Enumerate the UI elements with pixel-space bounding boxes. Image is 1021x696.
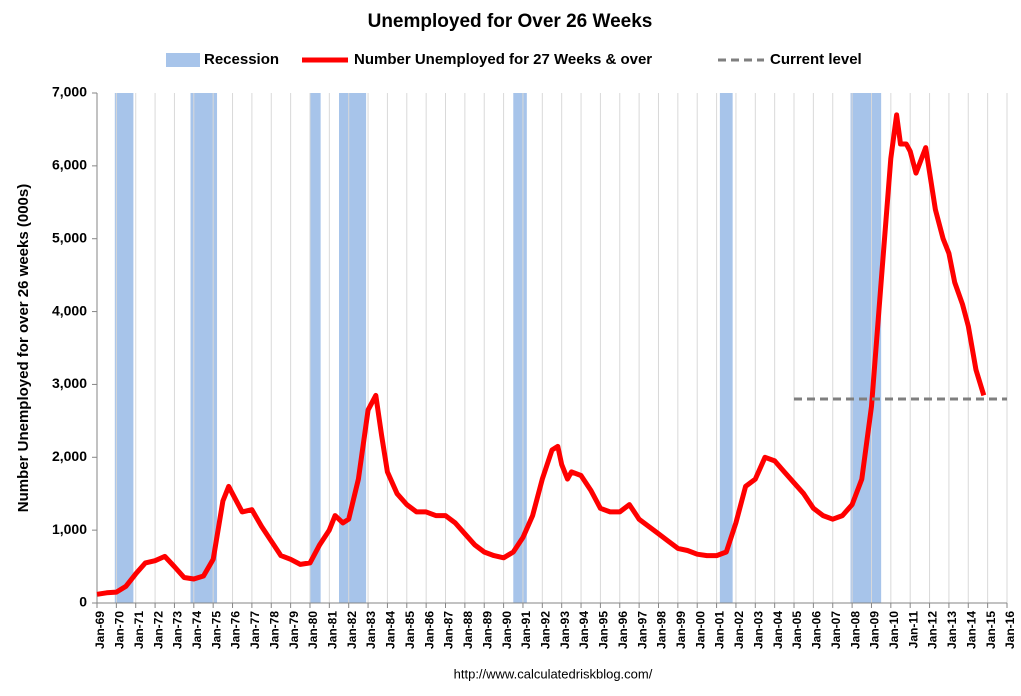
x-tick-label: Jan-99	[674, 611, 688, 649]
x-tick-label: Jan-72	[151, 611, 165, 649]
x-tick-label: Jan-73	[171, 611, 185, 649]
x-tick-label: Jan-01	[713, 611, 727, 649]
x-tick-label: Jan-85	[403, 611, 417, 649]
chart-title: Unemployed for Over 26 Weeks	[368, 11, 653, 32]
x-tick-label: Jan-81	[326, 611, 340, 649]
x-tick-label: Jan-14	[964, 611, 978, 649]
y-tick-label: 6,000	[52, 157, 87, 173]
x-tick-label: Jan-79	[287, 611, 301, 649]
recession-band	[339, 93, 367, 603]
source: http://www.calculatedriskblog.com/	[454, 666, 653, 681]
x-tick-label: Jan-12	[926, 611, 940, 649]
legend-label: Recession	[204, 51, 279, 68]
x-tick-label: Jan-88	[461, 611, 475, 649]
x-tick-label: Jan-90	[500, 611, 514, 649]
x-tick-label: Jan-74	[190, 611, 204, 649]
x-tick-label: Jan-92	[538, 611, 552, 649]
line	[96, 112, 987, 597]
y-tick-label: 1,000	[52, 521, 87, 537]
y-tick-label: 0	[79, 594, 87, 610]
x-tick-label: Jan-06	[810, 611, 824, 649]
x-tick-label: Jan-15	[984, 611, 998, 649]
x-tick-label: Jan-87	[442, 611, 456, 649]
x-tick-label: Jan-98	[655, 611, 669, 649]
legend-label: Current level	[770, 51, 862, 68]
recession-band	[190, 93, 218, 603]
x-tick-label: Jan-93	[558, 611, 572, 649]
x-tick-label: Jan-96	[616, 611, 630, 649]
x-tick-label: Jan-86	[422, 611, 436, 649]
x-tick-label: Jan-16	[1003, 611, 1017, 649]
x-tick-label: Jan-05	[790, 611, 804, 649]
x-tick-label: Jan-83	[364, 611, 378, 649]
y-tick-label: 5,000	[52, 229, 87, 245]
x-tick-label: Jan-70	[113, 611, 127, 649]
x-tick-label: Jan-76	[229, 611, 243, 649]
x-tick-label: Jan-02	[732, 611, 746, 649]
x-tick-label: Jan-82	[345, 611, 359, 649]
legend-label: Number Unemployed for 27 Weeks & over	[354, 51, 652, 68]
y-tick-label: 2,000	[52, 448, 87, 464]
legend-swatch	[166, 53, 200, 67]
x-tick-label: Jan-13	[945, 611, 959, 649]
x-tick-label: Jan-97	[635, 611, 649, 649]
x-tick-label: Jan-08	[848, 611, 862, 649]
recession-band	[513, 93, 527, 603]
y-tick-label: 4,000	[52, 302, 87, 318]
x-tick-label: Jan-84	[384, 611, 398, 649]
recession-band	[719, 93, 733, 603]
x-tick-label: Jan-10	[887, 611, 901, 649]
x-tick-label: Jan-80	[306, 611, 320, 649]
x-tick-label: Jan-04	[771, 611, 785, 649]
x-tick-label: Jan-03	[751, 611, 765, 649]
x-tick-label: Jan-77	[248, 611, 262, 649]
x-tick-label: Jan-69	[93, 611, 107, 649]
x-tick-label: Jan-89	[480, 611, 494, 649]
x-tick-label: Jan-95	[597, 611, 611, 649]
y-tick-label: 3,000	[52, 375, 87, 391]
x-tick-label: Jan-11	[906, 611, 920, 649]
recession-band	[114, 93, 134, 603]
x-tick-label: Jan-75	[209, 611, 223, 649]
x-tick-label: Jan-09	[868, 611, 882, 649]
x-tick-label: Jan-91	[519, 611, 533, 649]
y-axis-label: Number Unemployed for over 26 weeks (000…	[15, 184, 32, 512]
x-tick-label: Jan-07	[829, 611, 843, 649]
y-tick-label: 7,000	[52, 84, 87, 100]
x-tick-label: Jan-94	[577, 611, 591, 649]
x-tick-label: Jan-00	[693, 611, 707, 649]
recession-band	[309, 93, 321, 603]
x-tick-label: Jan-78	[267, 611, 281, 649]
x-tick-label: Jan-71	[132, 611, 146, 649]
